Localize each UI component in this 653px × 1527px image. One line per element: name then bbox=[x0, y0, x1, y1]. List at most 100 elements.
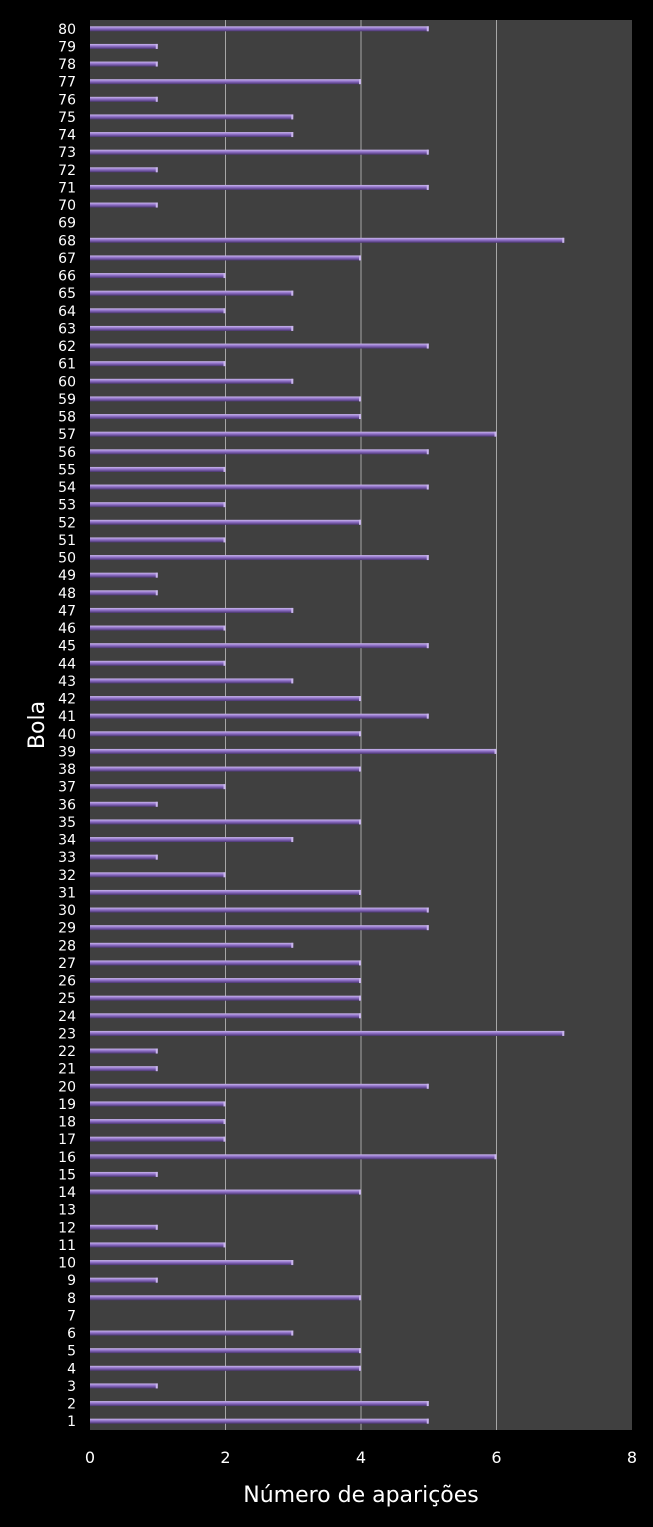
bar-end-cap bbox=[223, 537, 226, 543]
bar-end-cap bbox=[359, 889, 361, 895]
y-tick-label: 60 bbox=[58, 374, 76, 390]
bar bbox=[90, 1383, 158, 1389]
gridlines bbox=[225, 20, 497, 1430]
x-tick-label: 8 bbox=[627, 1448, 637, 1467]
y-tick-label: 63 bbox=[58, 321, 76, 337]
bar bbox=[90, 290, 294, 296]
bar bbox=[90, 995, 361, 1001]
y-tick-label: 66 bbox=[58, 269, 76, 285]
y-tick-label: 22 bbox=[58, 1044, 76, 1060]
y-tick-label: 15 bbox=[58, 1167, 76, 1183]
bar-end-cap bbox=[426, 555, 429, 561]
y-tick-label: 57 bbox=[58, 427, 76, 443]
bar bbox=[90, 1171, 158, 1177]
y-tick-label: 52 bbox=[58, 515, 76, 531]
bar-end-cap bbox=[359, 978, 361, 984]
bar-end-cap bbox=[291, 132, 294, 138]
y-tick-label: 69 bbox=[58, 216, 76, 232]
bar bbox=[90, 114, 294, 120]
bar bbox=[90, 1048, 158, 1054]
bar bbox=[90, 572, 158, 578]
bar bbox=[90, 1189, 361, 1195]
y-tick-label: 79 bbox=[58, 39, 76, 55]
y-tick-label: 36 bbox=[58, 797, 76, 813]
bar-end-cap bbox=[223, 308, 226, 314]
y-tick-labels: 1234567891011121314151617181920212223242… bbox=[58, 22, 76, 1430]
bar-end-cap bbox=[223, 1119, 226, 1125]
y-tick-label: 44 bbox=[58, 656, 76, 672]
x-tick-labels: 0 2 4 6 8 bbox=[85, 1448, 637, 1467]
bar bbox=[90, 889, 361, 895]
bar-end-cap bbox=[155, 801, 158, 807]
bars bbox=[90, 26, 565, 1424]
bar bbox=[90, 1154, 497, 1160]
bar bbox=[90, 1365, 361, 1371]
bar bbox=[90, 396, 361, 402]
bar bbox=[90, 449, 429, 455]
bar-end-cap bbox=[426, 449, 429, 455]
bar bbox=[90, 625, 226, 631]
bar-end-cap bbox=[359, 1348, 361, 1354]
bar bbox=[90, 555, 429, 561]
y-axis-title: Bola bbox=[25, 701, 50, 749]
y-tick-label: 46 bbox=[58, 621, 76, 637]
y-tick-label: 29 bbox=[58, 921, 76, 937]
bar-end-cap bbox=[223, 361, 226, 367]
bar bbox=[90, 519, 361, 525]
bar bbox=[90, 1101, 226, 1107]
bar bbox=[90, 1030, 565, 1036]
bar bbox=[90, 202, 158, 208]
bar bbox=[90, 1119, 226, 1125]
bar-end-cap bbox=[291, 1330, 294, 1336]
bar bbox=[90, 925, 429, 931]
bar-end-cap bbox=[291, 1260, 294, 1266]
bar bbox=[90, 731, 361, 737]
bar bbox=[90, 960, 361, 966]
y-tick-label: 42 bbox=[58, 692, 76, 708]
bar-end-cap bbox=[291, 378, 294, 384]
bar-end-cap bbox=[155, 1048, 158, 1054]
bar-end-cap bbox=[426, 149, 429, 155]
y-tick-label: 21 bbox=[58, 1062, 76, 1078]
y-tick-label: 12 bbox=[58, 1220, 76, 1236]
bar-end-cap bbox=[359, 519, 361, 525]
bar-end-cap bbox=[155, 1277, 158, 1283]
bar bbox=[90, 237, 565, 243]
y-tick-label: 53 bbox=[58, 498, 76, 514]
bar bbox=[90, 1083, 429, 1089]
bar bbox=[90, 713, 429, 719]
bar-end-cap bbox=[359, 766, 361, 772]
x-tick-label: 4 bbox=[356, 1448, 366, 1467]
bar-end-cap bbox=[359, 1295, 361, 1301]
bar-end-cap bbox=[426, 1401, 429, 1407]
y-tick-label: 76 bbox=[58, 92, 76, 108]
bar bbox=[90, 819, 361, 825]
bar-end-cap bbox=[223, 872, 226, 878]
bar-end-cap bbox=[155, 43, 158, 49]
y-tick-label: 45 bbox=[58, 639, 76, 655]
y-tick-label: 32 bbox=[58, 868, 76, 884]
bar-end-cap bbox=[155, 1383, 158, 1389]
y-tick-label: 4 bbox=[67, 1361, 76, 1377]
y-tick-label: 23 bbox=[58, 1026, 76, 1042]
bar bbox=[90, 1136, 226, 1142]
bar bbox=[90, 1066, 158, 1072]
y-tick-label: 33 bbox=[58, 850, 76, 866]
y-tick-label: 10 bbox=[58, 1256, 76, 1272]
bar bbox=[90, 61, 158, 67]
x-tick-label: 2 bbox=[220, 1448, 230, 1467]
bar-end-cap bbox=[155, 202, 158, 208]
x-tick-label: 6 bbox=[491, 1448, 501, 1467]
bar bbox=[90, 537, 226, 543]
y-tick-label: 50 bbox=[58, 551, 76, 567]
bar-end-cap bbox=[155, 1224, 158, 1230]
bar bbox=[90, 1224, 158, 1230]
bar bbox=[90, 1330, 294, 1336]
bar-end-cap bbox=[291, 607, 294, 613]
y-tick-label: 71 bbox=[58, 180, 76, 196]
bar-end-cap bbox=[562, 1030, 565, 1036]
bar-end-cap bbox=[291, 678, 294, 684]
bar-end-cap bbox=[359, 414, 361, 420]
y-tick-label: 30 bbox=[58, 903, 76, 919]
bar-end-cap bbox=[359, 79, 361, 85]
